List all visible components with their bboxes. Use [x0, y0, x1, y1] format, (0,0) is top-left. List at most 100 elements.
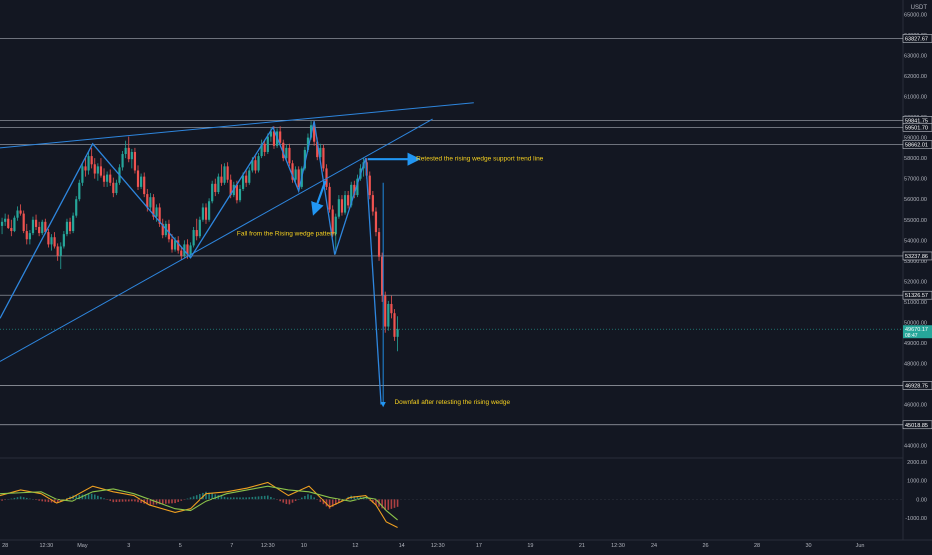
candle-body [161, 223, 164, 236]
level-price-tag [902, 34, 932, 43]
histogram-bar [87, 494, 90, 500]
price-tick-label: 52000.00 [904, 279, 927, 285]
candle-body [393, 313, 396, 337]
time-tick-label: 3 [127, 543, 130, 549]
time-tick-label: 26 [702, 543, 708, 549]
histogram-bar [78, 494, 81, 500]
candle-body [211, 183, 214, 202]
histogram-bar [365, 498, 368, 500]
histogram-bar [282, 499, 285, 503]
histogram-bar [322, 499, 325, 505]
histogram-bar [103, 498, 105, 500]
candle-body [192, 230, 195, 246]
candle-body [337, 199, 340, 217]
candle-body [334, 216, 337, 235]
histogram-bar [106, 499, 108, 500]
histogram-bar [47, 499, 50, 503]
histogram-bar [260, 496, 263, 500]
histogram-bar [245, 497, 247, 500]
candle-body [245, 175, 248, 183]
histogram-bar [300, 497, 303, 500]
level-price-tag [902, 251, 932, 261]
candle-body [87, 156, 90, 171]
candle-body [294, 169, 297, 180]
histogram-bar [41, 499, 44, 502]
histogram-bar [273, 498, 275, 500]
time-tick-label: 24 [651, 543, 657, 549]
candle-body [201, 207, 205, 220]
histogram-bar [109, 499, 112, 501]
histogram-bar [16, 497, 19, 500]
candle-body [127, 147, 130, 160]
candle-body [158, 207, 161, 224]
time-tick-label: 30 [805, 543, 811, 549]
candle-body [121, 154, 124, 168]
histogram-bar [192, 496, 195, 500]
histogram-bar [223, 496, 226, 500]
histogram-bar [161, 499, 164, 504]
candle-body [306, 137, 310, 150]
candle-body [102, 175, 106, 182]
level-price-tag [902, 290, 932, 300]
price-tick-label: 46000.00 [904, 403, 927, 409]
level-price-tag [902, 140, 932, 149]
candle-body [62, 234, 65, 247]
level-price-label: 53237.86 [905, 254, 928, 260]
candle-body [328, 186, 331, 210]
breakdown-arrow [311, 180, 327, 216]
candle-body [13, 217, 16, 232]
candle-body [204, 207, 208, 220]
time-tick-label: 12:30 [39, 543, 53, 549]
time-tick-label: May [77, 543, 88, 549]
histogram-bar [359, 496, 362, 500]
candle-body [130, 151, 133, 160]
candle-body [266, 136, 269, 152]
candle-body [38, 226, 41, 234]
histogram-bar [174, 499, 176, 504]
candle-body [149, 197, 152, 208]
histogram-bar [75, 495, 78, 500]
time-tick-label: 12 [352, 543, 358, 549]
level-price-label: 51326.57 [905, 293, 928, 299]
oscillator-tick-label: 0.00 [916, 497, 927, 503]
price-tick-label: 54000.00 [904, 238, 927, 244]
candle-body [84, 166, 87, 171]
price-tick-label: 58000.00 [904, 156, 927, 162]
histogram-bar [13, 497, 16, 500]
candle-body [343, 195, 347, 213]
histogram-bar [189, 497, 192, 500]
candle-body [198, 219, 201, 237]
histogram-bar [208, 492, 210, 500]
candle-body [309, 125, 313, 138]
candle-body [136, 170, 140, 187]
candle-body [96, 166, 99, 174]
level-price-label: 46928.75 [905, 384, 928, 390]
candle-body [41, 221, 44, 234]
candle-body [356, 178, 359, 196]
time-tick-label: Jun [856, 543, 865, 549]
candle-body [238, 188, 242, 201]
candle-body [10, 227, 13, 232]
histogram-bar [115, 499, 118, 502]
candle-body [347, 195, 350, 206]
candle-body [109, 174, 112, 183]
histogram-bar [35, 499, 37, 501]
candle-body [288, 147, 291, 164]
candle-body [390, 303, 393, 314]
histogram-bar [1, 499, 3, 501]
candle-body [16, 210, 19, 218]
histogram-bar [226, 497, 229, 500]
price-tick-label: 59000.00 [904, 136, 927, 142]
last-price-countdown: 08:47 [905, 333, 918, 339]
candle-body [25, 231, 28, 240]
candle-body [47, 232, 50, 245]
candle-body [353, 184, 356, 196]
histogram-bar [396, 499, 399, 507]
price-tick-label: 65000.00 [904, 12, 927, 18]
candle-body [223, 166, 226, 183]
price-tick-label: 63000.00 [904, 53, 927, 59]
candle-body [217, 176, 220, 193]
price-tick-label: 50000.00 [904, 320, 927, 326]
